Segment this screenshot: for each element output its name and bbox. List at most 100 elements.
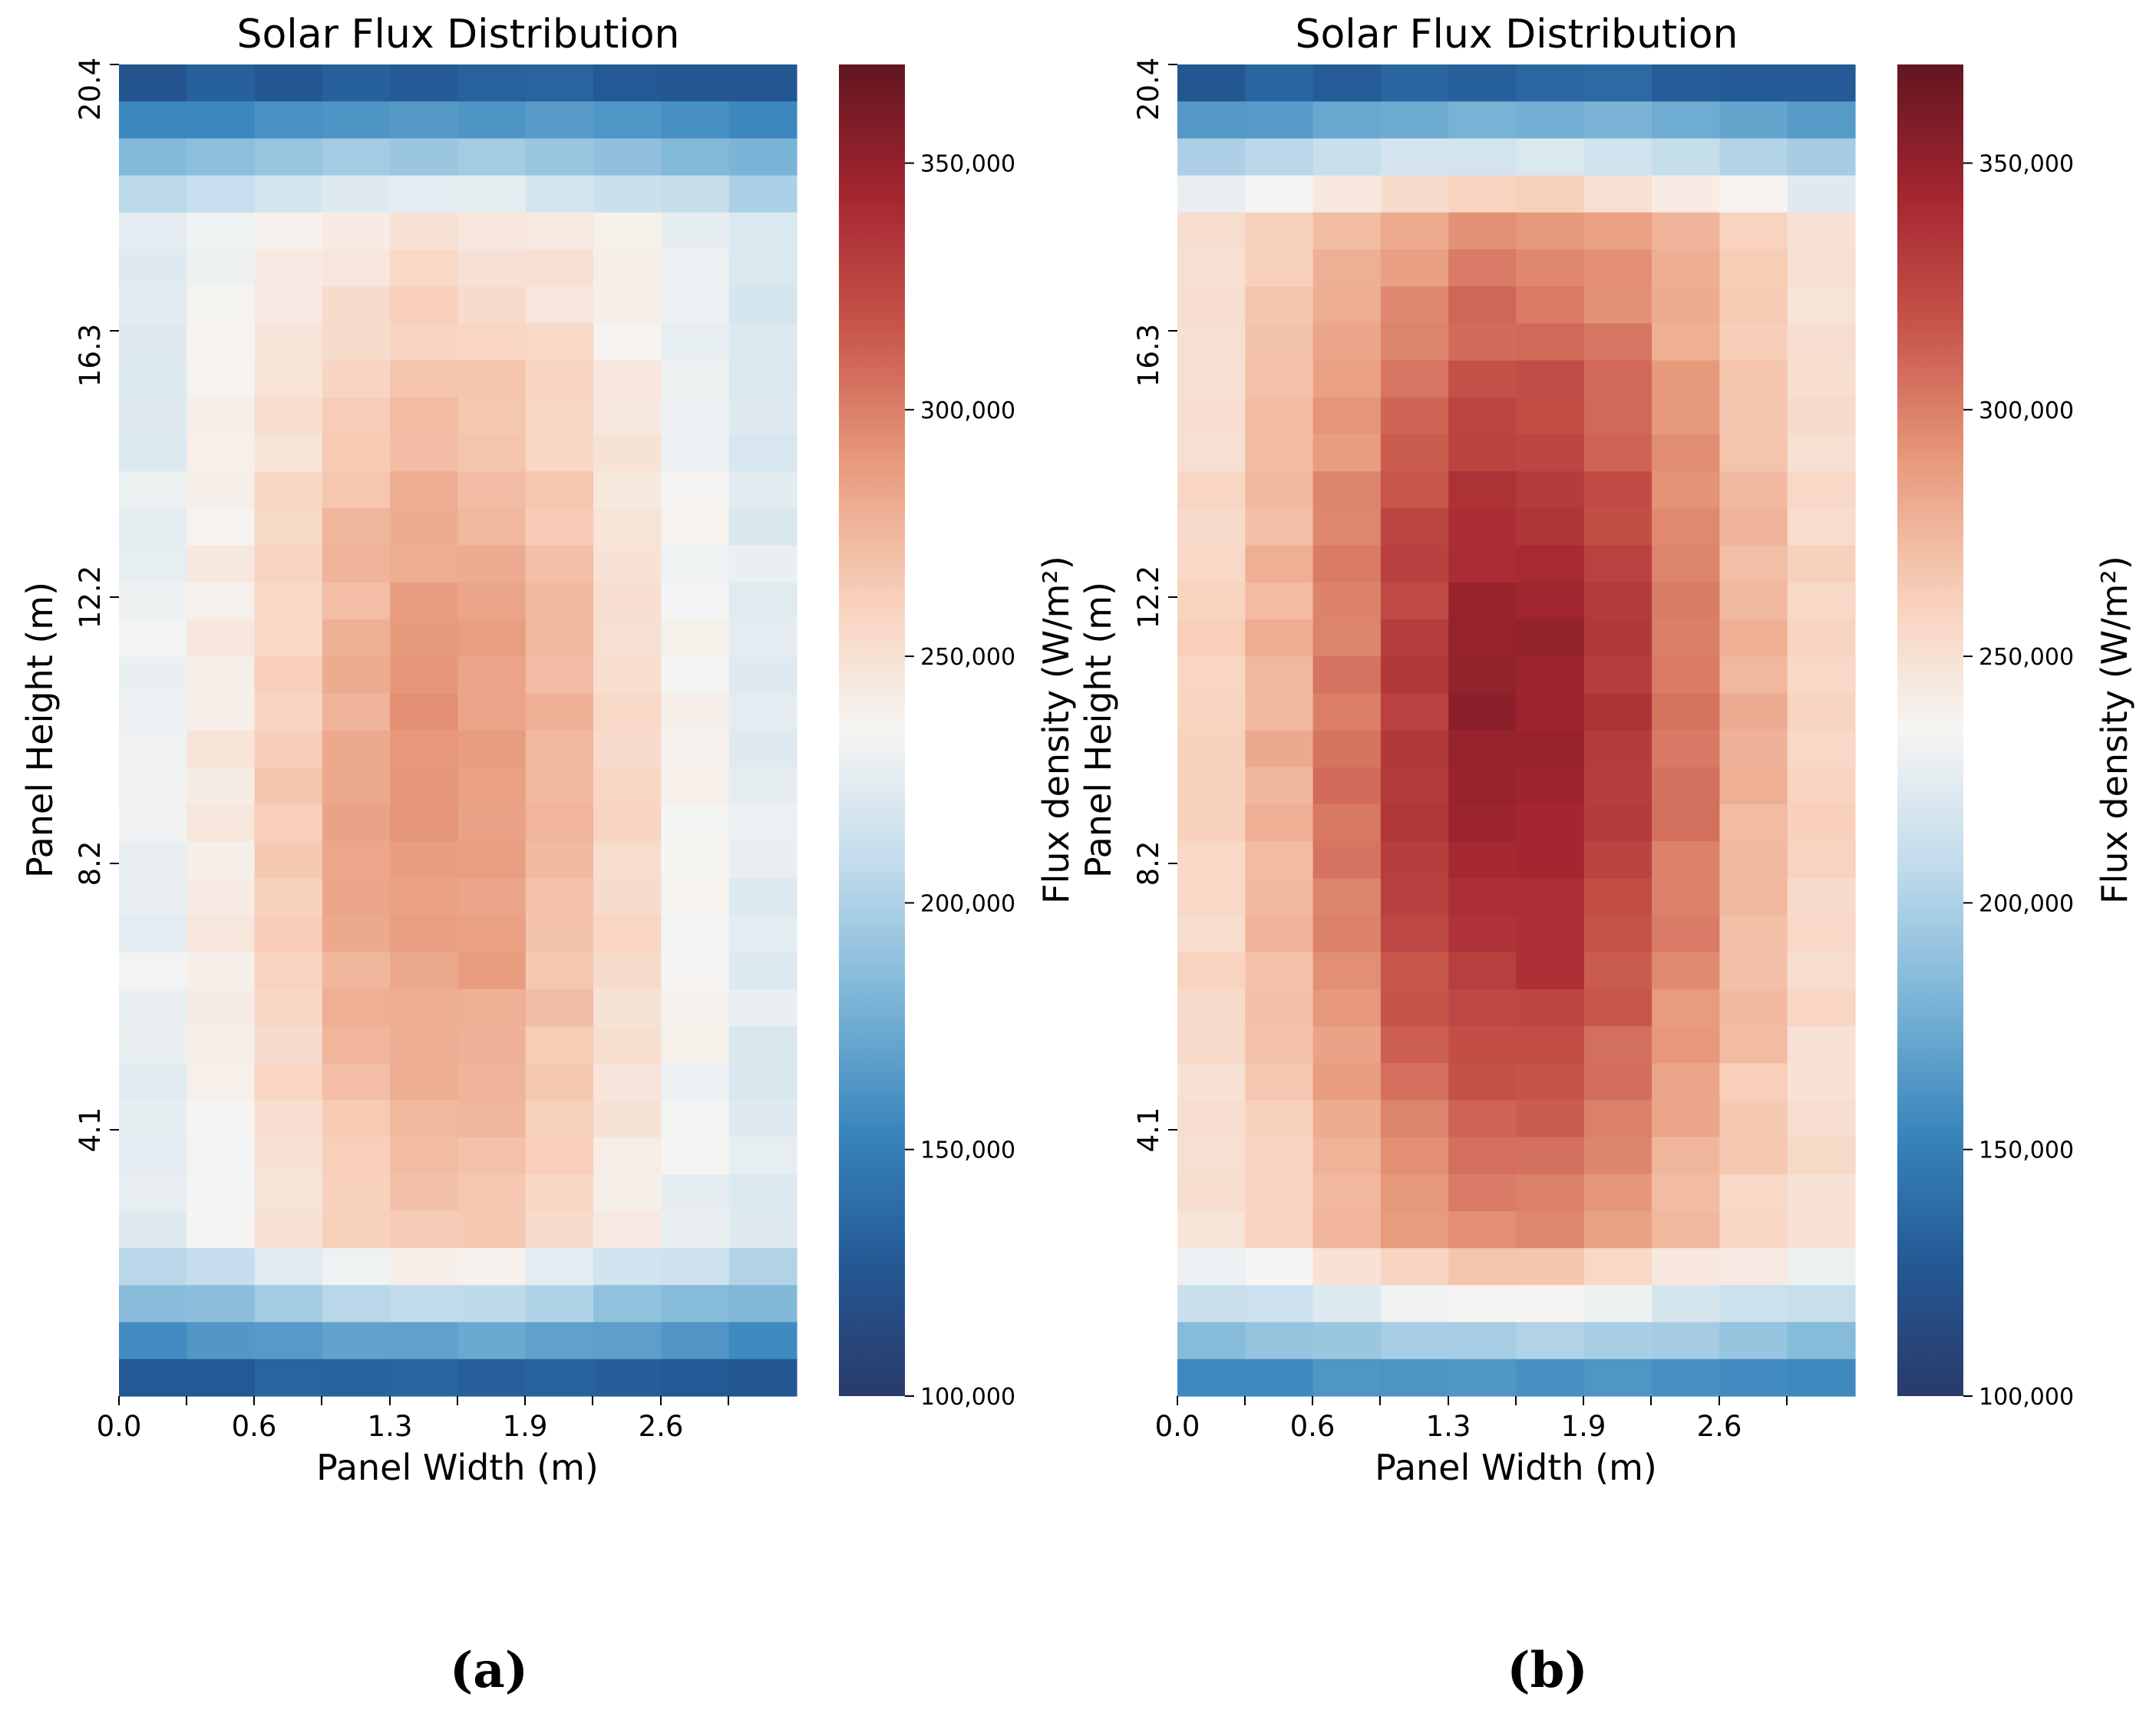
panel-b-colorbar-tick-label: 200,000 (1979, 890, 2074, 917)
panel-b-colorbar-tick-label: 150,000 (1979, 1137, 2074, 1164)
panel-a-heatmap-cell (661, 397, 730, 435)
panel-b-heatmap-cell (1177, 1063, 1246, 1101)
panel-a-heatmap-cell (525, 138, 594, 177)
panel-b-heatmap-cell (1516, 471, 1585, 509)
panel-b-heatmap-cell (1719, 434, 1788, 472)
panel-a-heatmap-cell (187, 1100, 256, 1138)
panel-b-heatmap-cell (1652, 952, 1720, 990)
panel-b-heatmap-cell (1245, 212, 1314, 250)
panel-b-heatmap-cell (1652, 212, 1720, 250)
panel-a-heatmap-cell (661, 508, 730, 546)
panel-b-heatmap-cell (1448, 212, 1517, 250)
panel-a-x-tick-label: 0.6 (232, 1410, 277, 1443)
panel-b-colorbar-tick-label: 100,000 (1979, 1384, 2074, 1411)
panel-b-heatmap-cell (1177, 1248, 1246, 1286)
panel-a-heatmap-cell (322, 804, 391, 842)
panel-a-heatmap-cell (254, 434, 323, 472)
panel-b-heatmap-cell (1177, 730, 1246, 768)
panel-b: Solar Flux Distribution 20.4 16.3 12.2 8… (1078, 12, 2135, 1699)
panel-a-heatmap-cell (119, 397, 187, 435)
panel-a-heatmap-cell (390, 841, 459, 879)
panel-b-heatmap-cell (1787, 508, 1856, 546)
panel-a-heatmap-cell (661, 212, 730, 250)
panel-b-heatmap-cell (1787, 952, 1856, 990)
panel-b-heatmap-cell (1719, 1174, 1788, 1212)
panel-b-heatmap-cell (1177, 952, 1246, 990)
panel-b-heatmap-cell (1719, 64, 1788, 102)
panel-a-heatmap-cell (457, 878, 527, 916)
panel-b-heatmap-cell (1652, 545, 1720, 583)
panel-b-heatmap-cell (1787, 619, 1856, 657)
panel-a-heatmap-cell (525, 212, 594, 250)
panel-b-heatmap-cell (1787, 397, 1856, 435)
panel-b-heatmap-cell (1719, 508, 1788, 546)
panel-b-heatmap-cell (1312, 619, 1382, 657)
panel-a-heatmap-cell (525, 434, 594, 472)
panel-a-heatmap-cell (187, 1248, 256, 1286)
panel-a-heatmap-cell (661, 64, 730, 102)
panel-a-heatmap-cell (119, 64, 187, 102)
panel-b-heatmap-cell (1652, 989, 1720, 1027)
panel-b-heatmap-cell (1583, 1100, 1652, 1138)
panel-b-heatmap-cell (1177, 878, 1246, 916)
panel-b-heatmap-cell (1380, 360, 1449, 398)
panel-a-heatmap-cell (661, 1174, 730, 1212)
panel-b-heatmap-cell (1787, 1322, 1856, 1360)
panel-a-heatmap-cell (322, 656, 391, 694)
panel-b-heatmap-cell (1787, 138, 1856, 177)
panel-a-heatmap-cell (322, 101, 391, 139)
panel-b-heatmap-cell (1245, 508, 1314, 546)
panel-b-heatmap-cell (1652, 619, 1720, 657)
panel-a-heatmap-cell (593, 286, 662, 324)
panel-a-heatmap-cell (593, 1100, 662, 1138)
panel-b-heatmap-cell (1652, 656, 1720, 694)
panel-b-x-tick-label: 1.3 (1426, 1410, 1471, 1443)
panel-b-heatmap-cell (1177, 582, 1246, 620)
panel-b-heatmap-cell (1245, 1137, 1314, 1175)
panel-a-heatmap-cell (525, 1285, 594, 1323)
panel-b-heatmap-cell (1583, 656, 1652, 694)
panel-a-heatmap-cell (390, 656, 459, 694)
panel-a-heatmap-cell (187, 1063, 256, 1101)
panel-b-heatmap-cell (1312, 804, 1382, 842)
panel-a-heatmap-cell (390, 804, 459, 842)
panel-a-heatmap-cell (187, 1026, 256, 1064)
panel-b-heatmap-cell (1312, 1026, 1382, 1064)
panel-b-heatmap-cell (1380, 1174, 1449, 1212)
panel-b-heatmap-cell (1448, 656, 1517, 694)
panel-b-heatmap-cell (1312, 212, 1382, 250)
panel-a-heatmap-cell (457, 841, 527, 879)
panel-b-heatmap-cell (1583, 915, 1652, 953)
panel-a-heatmap-cell (119, 212, 187, 250)
panel-a-heatmap-cell (254, 915, 323, 953)
panel-b-heatmap-cell (1448, 915, 1517, 953)
panel-a-heatmap-cell (457, 323, 527, 361)
panel-a-heatmap-cell (254, 841, 323, 879)
panel-b-heatmap-cell (1719, 471, 1788, 509)
panel-a-heatmap-cell (322, 693, 391, 731)
panel-a-colorbar-tick-label: 300,000 (920, 398, 1015, 424)
panel-a-heatmap-cell (728, 360, 797, 398)
panel-b-heatmap-cell (1448, 138, 1517, 177)
panel-a-heatmap-cell (525, 952, 594, 990)
panel-b-x-tick-label: 0.6 (1290, 1410, 1336, 1443)
panel-a-heatmap-cell (661, 1285, 730, 1323)
panel-b-heatmap-cell (1380, 878, 1449, 916)
panel-a-heatmap-cell (728, 1100, 797, 1138)
panel-b-heatmap-cell (1516, 101, 1585, 139)
panel-a-y-tick-label: 12.2 (74, 566, 107, 629)
panel-b-heatmap-cell (1448, 989, 1517, 1027)
panel-a-heatmap-cell (119, 693, 187, 731)
panel-a-heatmap-cell (254, 545, 323, 583)
panel-a-heatmap-cell (525, 582, 594, 620)
panel-b-heatmap-cell (1787, 841, 1856, 879)
panel-b-heatmap-cell (1380, 175, 1449, 213)
panel-b-heatmap-cell (1652, 138, 1720, 177)
panel-a-heatmap-cell (322, 1100, 391, 1138)
panel-a-heatmap-cell (728, 582, 797, 620)
panel-b-heatmap-cell (1380, 1248, 1449, 1286)
panel-a-heatmap-cell (457, 952, 527, 990)
panel-b-heatmap-cell (1177, 1174, 1246, 1212)
panel-a-heatmap-cell (322, 471, 391, 509)
